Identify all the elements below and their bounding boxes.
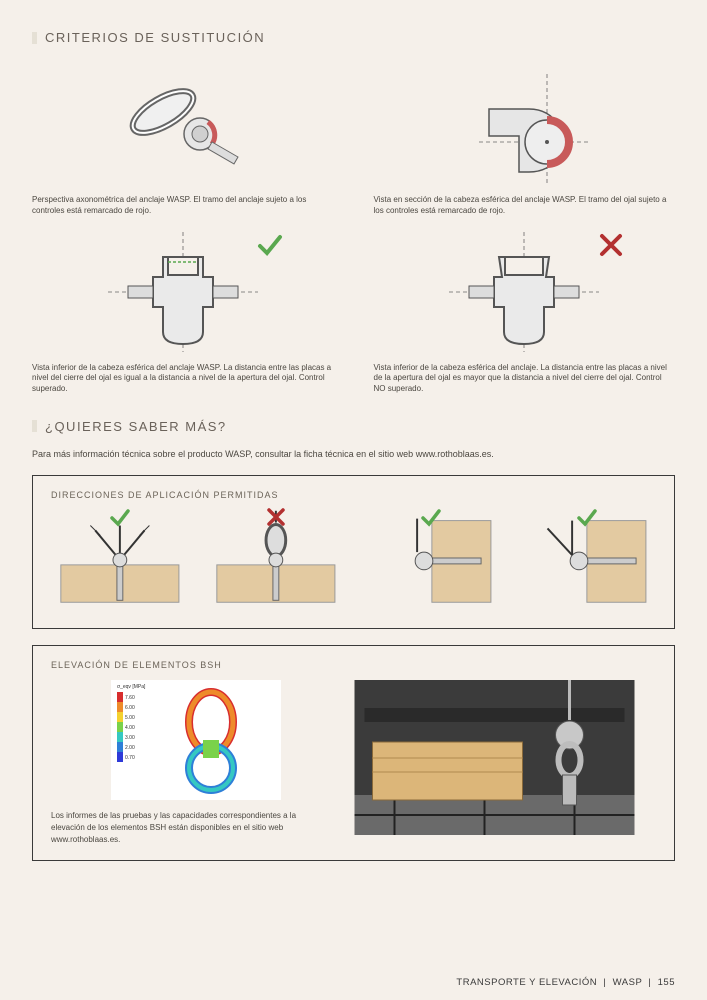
- illus-axo: [32, 59, 334, 189]
- caption-bottom-no: Vista inferior de la cabeza esférica del…: [374, 363, 676, 395]
- svg-text:5.00: 5.00: [125, 715, 135, 721]
- footer-product: WASP: [613, 977, 642, 988]
- check-icon: [420, 506, 442, 528]
- section2-title-row: ¿QUIERES SABER MÁS?: [32, 419, 675, 434]
- caption-bottom-ok: Vista inferior de la cabeza esférica del…: [32, 363, 334, 395]
- footer-section: TRANSPORTE Y ELEVACIÓN: [456, 977, 597, 988]
- photo-placeholder: [333, 680, 656, 835]
- svg-text:6.00: 6.00: [125, 705, 135, 711]
- direction-cell: [363, 510, 501, 610]
- page-footer: TRANSPORTE Y ELEVACIÓN | WASP | 155: [456, 977, 675, 988]
- direction-row: [51, 510, 656, 610]
- row-bottom-views: Vista inferior de la cabeza esférica del…: [32, 227, 675, 395]
- fem-diagram: σ_eqv [MPa] 7.60 6.00 5.00 4.00 3.00 2.00 0.70: [111, 680, 281, 800]
- panel-directions: DIRECCIONES DE APLICACIÓN PERMITIDAS: [32, 475, 675, 629]
- check-icon: [256, 231, 284, 259]
- svg-text:7.60: 7.60: [125, 695, 135, 701]
- panel2-text: Los informes de las pruebas y las capaci…: [51, 810, 321, 846]
- accent-bar: [32, 32, 37, 44]
- panel-bsh: ELEVACIÓN DE ELEMENTOS BSH σ_eqv [MPa] 7.…: [32, 645, 675, 861]
- illus-section: [374, 59, 676, 189]
- caption-axo: Perspectiva axonométrica del anclaje WAS…: [32, 195, 334, 217]
- section-title: CRITERIOS DE SUSTITUCIÓN: [32, 30, 675, 45]
- section1-title: CRITERIOS DE SUSTITUCIÓN: [45, 30, 265, 45]
- illus-bottom-no: [374, 227, 676, 357]
- svg-text:σ_eqv [MPa]: σ_eqv [MPa]: [117, 684, 146, 690]
- section2-lead: Para más información técnica sobre el pr…: [32, 448, 675, 461]
- accent-bar: [32, 420, 37, 432]
- direction-cell: [51, 510, 189, 610]
- footer-page: 155: [658, 977, 675, 988]
- direction-cell: [207, 510, 345, 610]
- svg-text:2.00: 2.00: [125, 745, 135, 751]
- check-icon: [109, 506, 131, 528]
- row-top-views: Perspectiva axonométrica del anclaje WAS…: [32, 59, 675, 217]
- direction-cell: [518, 510, 656, 610]
- panel2-title: ELEVACIÓN DE ELEMENTOS BSH: [51, 660, 656, 670]
- illus-bottom-ok: [32, 227, 334, 357]
- caption-section: Vista en sección de la cabeza esférica d…: [374, 195, 676, 217]
- cross-icon: [265, 506, 287, 528]
- check-icon: [576, 506, 598, 528]
- svg-text:4.00: 4.00: [125, 725, 135, 731]
- panel1-title: DIRECCIONES DE APLICACIÓN PERMITIDAS: [51, 490, 656, 500]
- cross-icon: [597, 231, 625, 259]
- svg-text:3.00: 3.00: [125, 735, 135, 741]
- section2-title: ¿QUIERES SABER MÁS?: [45, 419, 227, 434]
- svg-text:0.70: 0.70: [125, 755, 135, 761]
